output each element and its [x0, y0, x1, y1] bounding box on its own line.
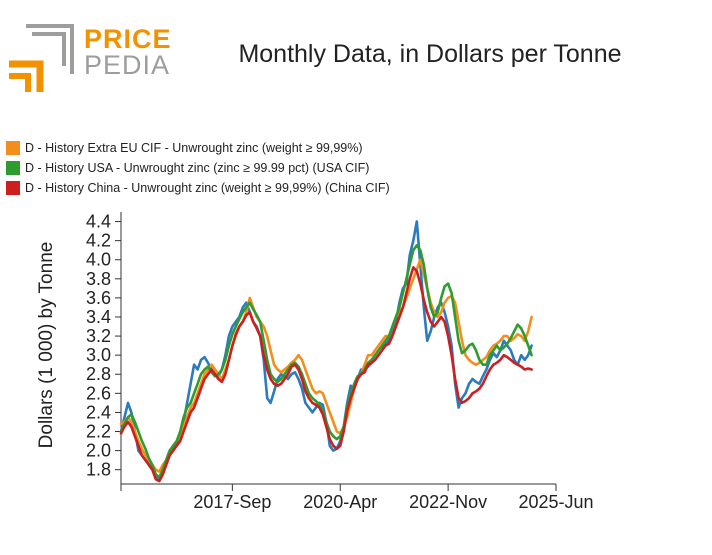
y-axis-label: Dollars (1 000) by Tonne [36, 242, 57, 449]
logo-word-pedia: PEDIA [84, 50, 171, 80]
y-tick-label: 2.6 [86, 383, 111, 403]
legend-item-china[interactable]: D - History China - Unwrought zinc (weig… [6, 178, 390, 198]
legend-item-extra-eu[interactable]: D - History Extra EU CIF - Unwrought zin… [6, 138, 390, 158]
logo-word-price: PRICE [84, 24, 172, 54]
y-tick-label: 2.4 [86, 402, 111, 422]
chart-legend: D - History Extra EU CIF - Unwrought zin… [6, 138, 390, 198]
series-line-blue [119, 220, 533, 481]
y-tick-label: 4.0 [86, 250, 111, 270]
y-tick-label: 1.8 [86, 460, 111, 480]
y-tick-label: 3.0 [86, 345, 111, 365]
logo-mark [9, 24, 74, 92]
y-tick-label: 3.8 [86, 269, 111, 289]
legend-label-usa: D - History USA - Unwrought zinc (zinc ≥… [25, 161, 370, 175]
y-tick-label: 2.8 [86, 364, 111, 384]
legend-swatch-china [6, 181, 20, 195]
chart-series [119, 220, 533, 483]
legend-label-extra-eu: D - History Extra EU CIF - Unwrought zin… [25, 141, 363, 155]
y-tick-label: 4.4 [86, 212, 111, 232]
pricepedia-logo: PRICE PEDIA [6, 22, 171, 97]
legend-label-china: D - History China - Unwrought zinc (weig… [25, 181, 390, 195]
legend-swatch-usa [6, 161, 20, 175]
series-line-china [119, 266, 533, 483]
x-tick-label: 2020-Apr [303, 492, 377, 512]
legend-swatch-extra-eu [6, 141, 20, 155]
y-tick-label: 3.4 [86, 307, 111, 327]
y-tick-label: 3.2 [86, 326, 111, 346]
series-line-extra-eu [119, 258, 533, 473]
x-tick-label: 2022-Nov [409, 492, 487, 512]
y-tick-label: 3.6 [86, 288, 111, 308]
legend-item-usa[interactable]: D - History USA - Unwrought zinc (zinc ≥… [6, 158, 390, 178]
chart-title: Monthly Data, in Dollars per Tonne [238, 40, 622, 68]
y-tick-label: 2.2 [86, 422, 111, 442]
y-tick-label: 4.2 [86, 231, 111, 251]
chart-axes: 1.82.02.22.42.62.83.03.23.43.63.84.04.24… [86, 212, 594, 512]
y-tick-label: 2.0 [86, 441, 111, 461]
x-tick-label: 2025-Jun [518, 492, 593, 512]
x-tick-label: 2017-Sep [193, 492, 271, 512]
